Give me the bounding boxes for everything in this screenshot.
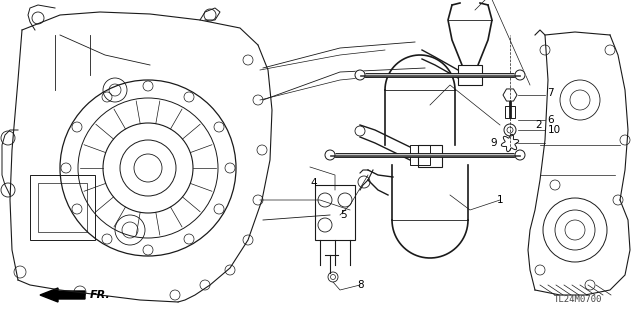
Text: 4: 4 bbox=[310, 178, 317, 188]
Bar bbox=[505, 106, 515, 118]
Text: 7: 7 bbox=[547, 88, 554, 98]
Circle shape bbox=[325, 150, 335, 160]
Bar bbox=[30, 175, 95, 240]
Bar bbox=[458, 65, 482, 85]
Text: FR.: FR. bbox=[90, 290, 111, 300]
Bar bbox=[315, 185, 355, 240]
Text: 9: 9 bbox=[490, 138, 497, 148]
Text: 8: 8 bbox=[357, 280, 364, 290]
Text: 1: 1 bbox=[497, 195, 504, 205]
Bar bbox=[418, 145, 442, 167]
Text: 6: 6 bbox=[547, 115, 554, 125]
Circle shape bbox=[355, 70, 365, 80]
Text: 10: 10 bbox=[548, 125, 561, 135]
FancyArrow shape bbox=[40, 288, 85, 302]
Text: 2: 2 bbox=[535, 120, 541, 130]
Bar bbox=[410, 145, 430, 165]
Circle shape bbox=[515, 150, 525, 160]
Text: 5: 5 bbox=[340, 210, 347, 220]
Bar bbox=[38, 183, 87, 232]
Text: TL24M0700: TL24M0700 bbox=[554, 295, 602, 305]
Circle shape bbox=[515, 70, 525, 80]
